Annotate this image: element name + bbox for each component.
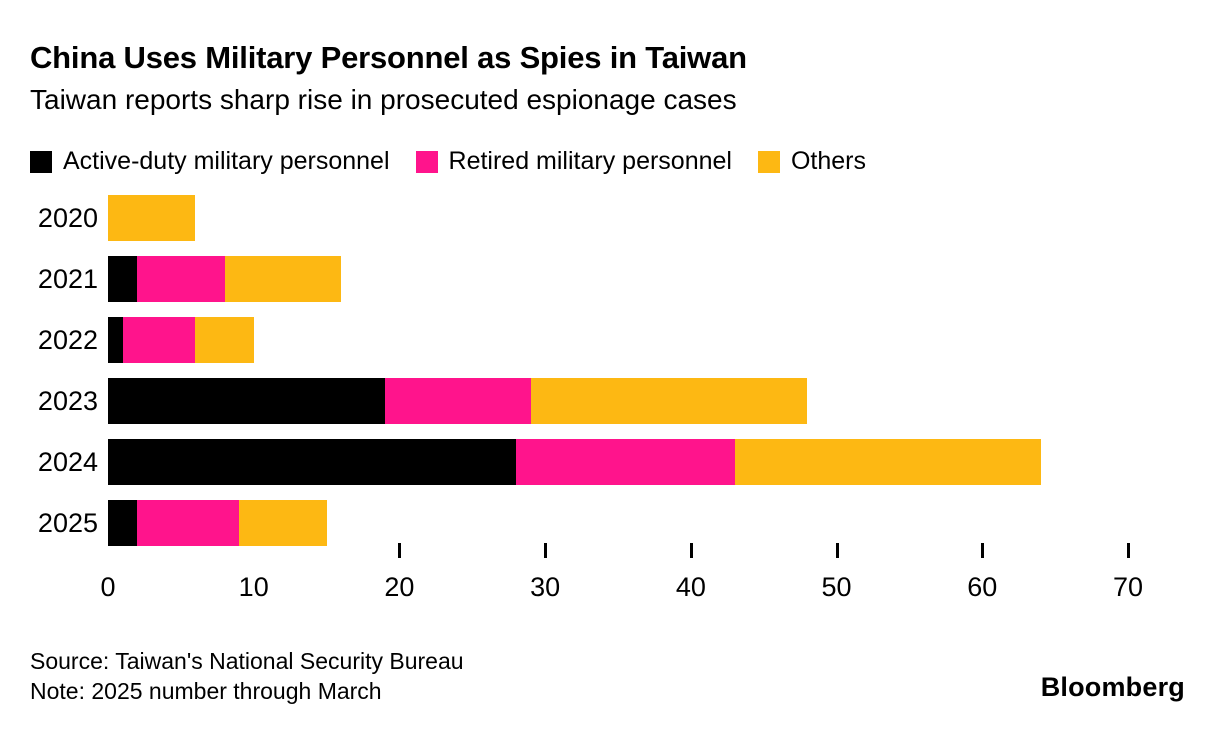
y-axis-label: 2021 xyxy=(37,264,98,294)
y-axis-label: 2020 xyxy=(37,203,98,233)
axis-tick xyxy=(835,543,839,558)
x-axis-label: 60 xyxy=(967,572,998,602)
bar-segment xyxy=(108,195,196,241)
bar-segment xyxy=(108,378,385,424)
note-text: Note: 2025 number through March xyxy=(30,678,382,704)
bar-segment xyxy=(108,317,123,363)
axis-tick xyxy=(981,543,985,558)
x-axis-label: 70 xyxy=(1112,572,1144,602)
x-axis-label: 10 xyxy=(238,572,269,602)
bar-segment xyxy=(122,317,196,363)
legend-label: Retired military personnel xyxy=(448,147,732,175)
bar-segment xyxy=(734,439,1041,485)
bar-segment xyxy=(108,500,138,546)
bar-segment xyxy=(137,500,240,546)
bar-segment xyxy=(516,439,735,485)
y-axis-label: 2025 xyxy=(37,508,98,538)
legend-item: Others xyxy=(757,147,866,176)
legend-swatch xyxy=(30,150,52,173)
legend-label: Others xyxy=(790,147,866,175)
bloomberg-logo: Bloomberg xyxy=(1040,672,1185,702)
bar-segment xyxy=(195,317,254,363)
y-axis-label: 2023 xyxy=(37,386,98,416)
axis-tick xyxy=(398,543,402,558)
axis-tick xyxy=(1127,543,1130,558)
y-axis-label: 2024 xyxy=(37,447,98,477)
chart-subtitle: Taiwan reports sharp rise in prosecuted … xyxy=(30,84,737,115)
bar-segment xyxy=(108,256,138,302)
legend: Active-duty military personnel Retired mi… xyxy=(30,147,866,176)
x-axis-label: 20 xyxy=(384,572,415,602)
x-axis-label: 40 xyxy=(675,572,706,602)
source-text: Source: Taiwan's National Security Burea… xyxy=(30,648,464,674)
legend-item: Active-duty military personnel xyxy=(30,147,390,176)
x-axis-label: 50 xyxy=(821,572,852,602)
legend-swatch xyxy=(415,150,438,173)
bar-segment xyxy=(239,500,327,546)
bar-segment xyxy=(530,378,808,424)
axis-tick xyxy=(544,543,548,558)
bar-segment xyxy=(137,256,225,302)
legend-swatch xyxy=(757,150,780,173)
chart-title: China Uses Military Personnel as Spies i… xyxy=(30,40,747,75)
bar-segment xyxy=(384,378,531,424)
bar-segment xyxy=(108,439,516,485)
x-axis-label: 0 xyxy=(100,572,116,602)
legend-item: Retired military personnel xyxy=(415,147,732,176)
x-axis-label: 30 xyxy=(530,572,561,602)
axis-tick xyxy=(689,543,693,558)
legend-label: Active-duty military personnel xyxy=(63,147,390,175)
bar-segment xyxy=(224,256,342,302)
y-axis-label: 2022 xyxy=(37,325,98,355)
